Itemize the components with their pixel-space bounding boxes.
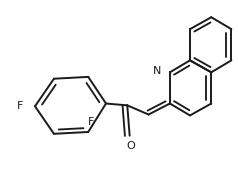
Text: N: N	[153, 66, 161, 76]
Text: O: O	[126, 141, 135, 151]
Text: F: F	[16, 101, 23, 111]
Text: F: F	[87, 117, 94, 127]
